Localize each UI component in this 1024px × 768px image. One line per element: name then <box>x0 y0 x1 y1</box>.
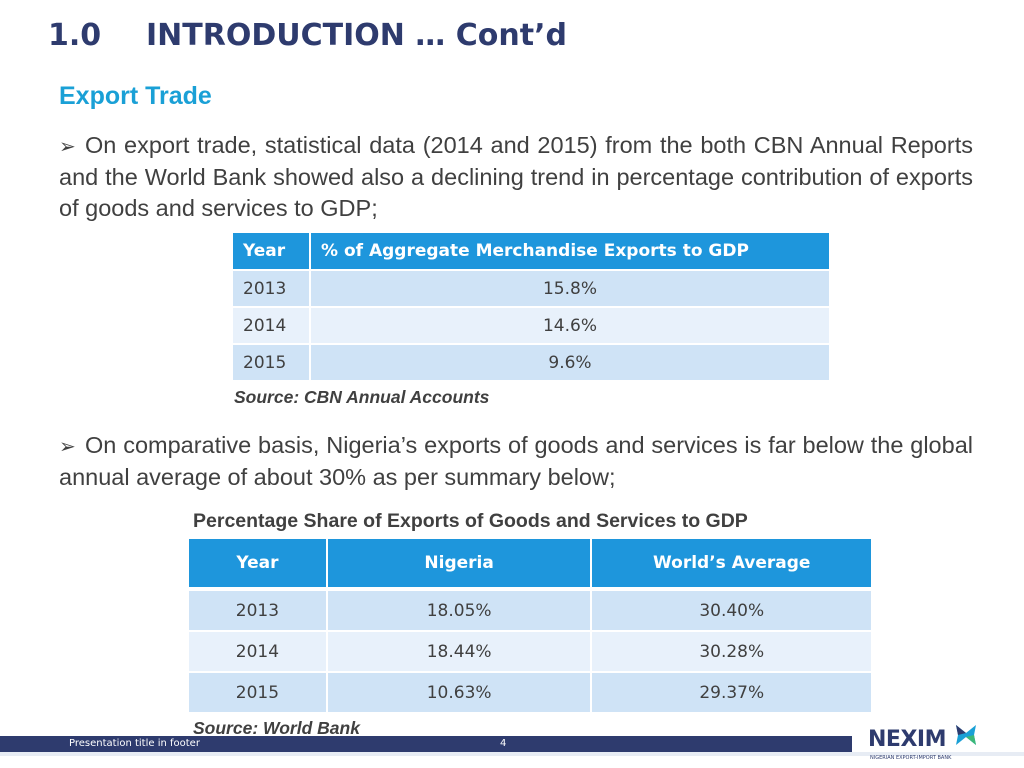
bullet-point-1: ➢ On export trade, statistical data (2014… <box>59 130 973 224</box>
arrow-bullet-icon: ➢ <box>59 134 76 158</box>
cell-year: 2013 <box>233 271 311 308</box>
cell-year: 2015 <box>233 345 311 382</box>
column-header-nigeria: Nigeria <box>327 539 593 591</box>
section-number: 1.0 <box>48 18 102 53</box>
nigeria-vs-world-table: Year Nigeria World’s Average 2013 18.05%… <box>189 539 871 714</box>
table-row: 2014 14.6% <box>233 308 829 345</box>
table-row: 2015 9.6% <box>233 345 829 382</box>
subheading-export-trade: Export Trade <box>59 82 212 110</box>
cell-value: 9.6% <box>311 345 829 382</box>
bullet-point-2: ➢ On comparative basis, Nigeria’s exports… <box>59 430 973 493</box>
table2-source: Source: World Bank <box>193 718 360 738</box>
bullet-text-1: On export trade, statistical data (2014 … <box>59 132 973 221</box>
cell-world-average: 30.40% <box>592 591 871 632</box>
table-header-row: Year Nigeria World’s Average <box>189 539 871 591</box>
nexim-logo: NEXIM NIGERIAN EXPORT-IMPORT BANK <box>868 721 988 765</box>
cell-year: 2013 <box>189 591 328 632</box>
column-header-year: Year <box>233 233 311 271</box>
cell-value: 15.8% <box>311 271 829 308</box>
table-row: 2015 10.63% 29.37% <box>189 673 871 714</box>
logo-tagline: NIGERIAN EXPORT-IMPORT BANK <box>870 755 952 761</box>
table-row: 2013 15.8% <box>233 271 829 308</box>
slide-title: 1.0 INTRODUCTION … Cont’d <box>48 18 567 53</box>
page-number: 4 <box>500 738 507 749</box>
bullet-text-2: On comparative basis, Nigeria’s exports … <box>59 432 973 490</box>
cell-year: 2014 <box>233 308 311 345</box>
cell-nigeria: 18.44% <box>327 632 593 673</box>
column-header-exports-gdp: % of Aggregate Merchandise Exports to GD… <box>311 233 829 271</box>
arrow-bullet-icon: ➢ <box>59 434 76 458</box>
table-header-row: Year % of Aggregate Merchandise Exports … <box>233 233 829 271</box>
cell-world-average: 29.37% <box>592 673 871 714</box>
table2-caption: Percentage Share of Exports of Goods and… <box>193 510 748 532</box>
cell-year: 2015 <box>189 673 328 714</box>
title-text: INTRODUCTION … Cont’d <box>146 18 567 53</box>
footer-accent-line <box>0 752 1024 756</box>
footer-bar <box>0 736 852 752</box>
cell-world-average: 30.28% <box>592 632 871 673</box>
table-row: 2014 18.44% 30.28% <box>189 632 871 673</box>
table1-source: Source: CBN Annual Accounts <box>234 387 490 407</box>
cell-nigeria: 18.05% <box>327 591 593 632</box>
cell-year: 2014 <box>189 632 328 673</box>
nexim-logo-mark-icon <box>956 725 976 745</box>
cell-nigeria: 10.63% <box>327 673 593 714</box>
column-header-year: Year <box>189 539 328 591</box>
exports-to-gdp-table: Year % of Aggregate Merchandise Exports … <box>233 233 829 382</box>
footer-text: Presentation title in footer <box>69 738 200 749</box>
table-row: 2013 18.05% 30.40% <box>189 591 871 632</box>
cell-value: 14.6% <box>311 308 829 345</box>
logo-wordmark: NEXIM <box>868 727 946 752</box>
column-header-world-average: World’s Average <box>592 539 871 591</box>
